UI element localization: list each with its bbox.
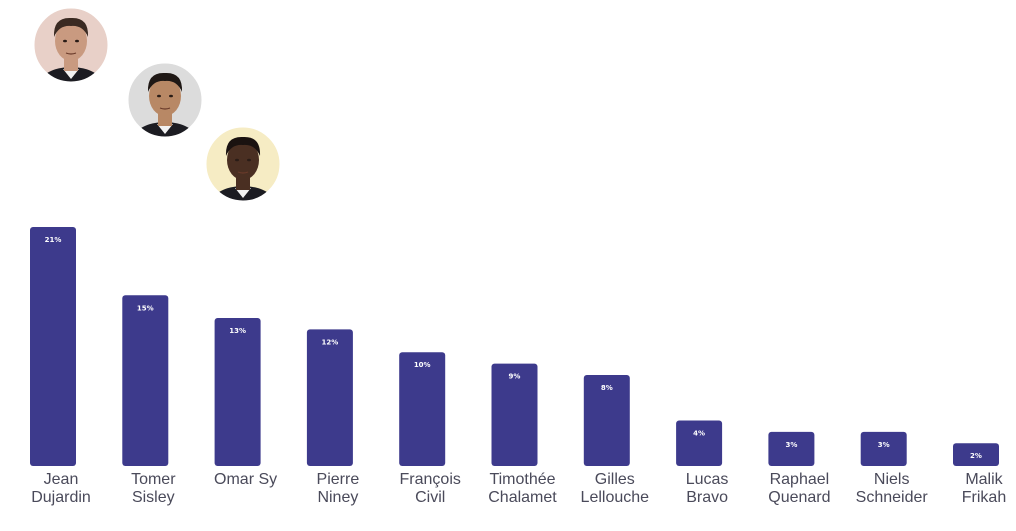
bar (491, 363, 538, 466)
bar (953, 443, 999, 466)
value-label: 12% (322, 338, 339, 346)
category-label: Timothée Chalamet (488, 471, 557, 506)
category-label: François Civil (400, 471, 461, 506)
value-label: 2% (970, 452, 982, 460)
category-label: Lucas Bravo (686, 471, 729, 506)
bar (768, 431, 815, 466)
category-label: Jean Dujardin (31, 471, 91, 506)
category-label: Raphael Quenard (768, 471, 830, 506)
bar (214, 318, 261, 466)
value-label: 4% (693, 429, 705, 437)
bar (399, 352, 446, 466)
value-label: 8% (601, 384, 613, 392)
value-label: 21% (45, 236, 62, 244)
portrait-photo-icon (205, 126, 281, 202)
portrait-photo-icon (33, 7, 109, 83)
portrait-photo-icon (127, 62, 203, 138)
value-labels: 21% 15% 13% 12% 10% 9% 8% 4% 3% 3% 2% (45, 236, 982, 460)
value-label: 10% (414, 361, 431, 369)
bars (30, 227, 999, 466)
bar (306, 329, 353, 466)
value-label: 3% (785, 441, 797, 449)
value-label: 15% (137, 304, 154, 312)
avatars (33, 7, 281, 202)
category-labels: Jean Dujardin Tomer Sisley Omar Sy Pierre Nine… (31, 471, 1006, 506)
category-label: Niels Schneider (856, 471, 929, 506)
bar (122, 295, 169, 466)
value-label: 9% (509, 373, 521, 381)
category-label: Omar Sy (214, 471, 277, 488)
bar (860, 431, 907, 466)
value-label: 13% (229, 327, 246, 335)
category-label: Malik Frikah (962, 471, 1006, 506)
bar (676, 420, 723, 466)
category-label: Tomer Sisley (131, 471, 176, 506)
bar (30, 227, 76, 466)
category-label: Pierre Niney (317, 471, 360, 506)
category-label: Gilles Lellouche (581, 471, 650, 506)
value-label: 3% (878, 441, 890, 449)
bar (583, 374, 630, 466)
